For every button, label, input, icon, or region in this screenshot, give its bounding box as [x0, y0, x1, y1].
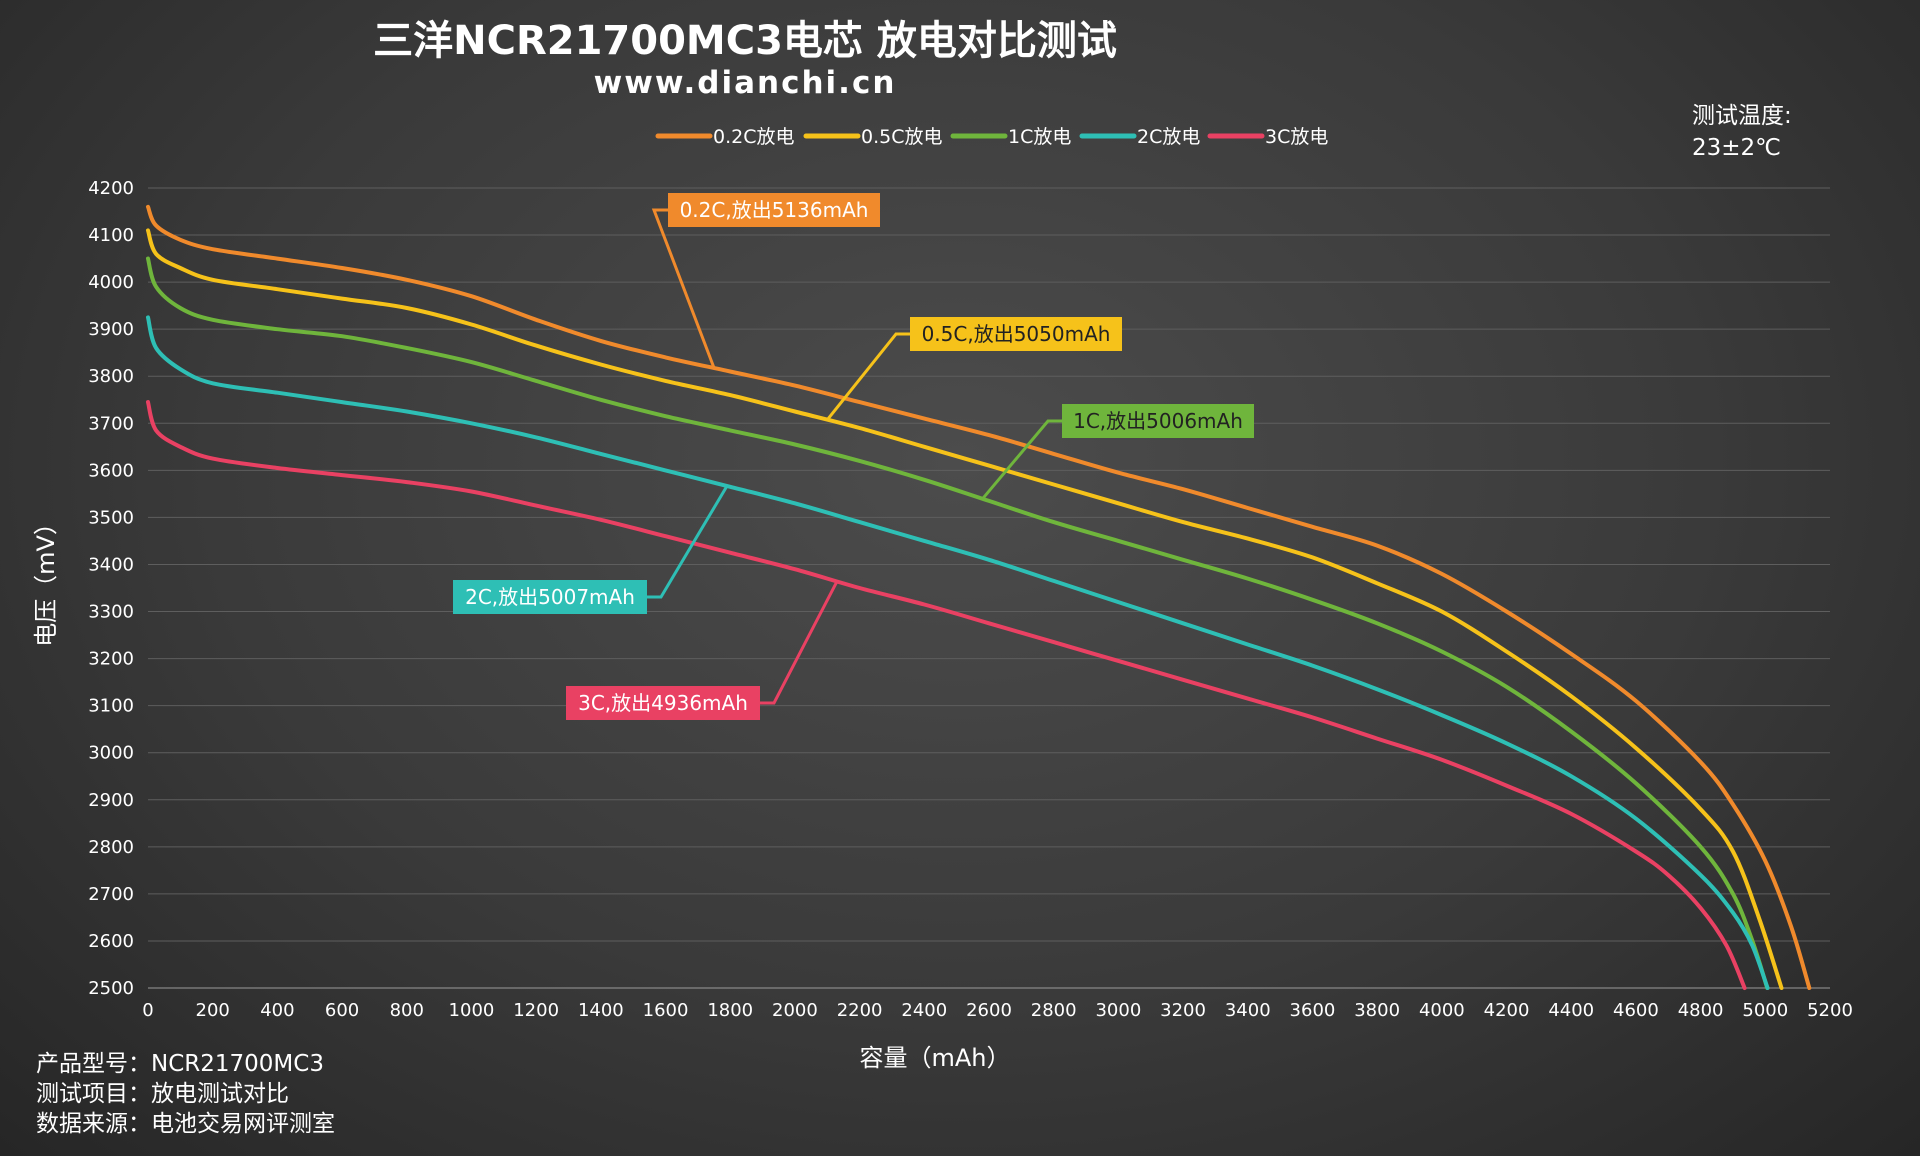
annotation-box — [453, 580, 647, 614]
annotation-leader — [647, 485, 729, 599]
x-tick-label: 2200 — [837, 1000, 883, 1021]
x-tick-label: 400 — [260, 1000, 294, 1021]
y-tick-label: 3700 — [88, 413, 134, 434]
y-tick-label: 3500 — [88, 507, 134, 528]
chart-title: 三洋NCR21700MC3电芯 放电对比测试 — [373, 18, 1117, 64]
x-tick-label: 2600 — [966, 1000, 1012, 1021]
x-tick-label: 3400 — [1225, 1000, 1271, 1021]
series-line-2 — [146, 256, 1770, 990]
x-tick-label: 2400 — [901, 1000, 947, 1021]
series-lines — [146, 204, 1812, 990]
x-tick-label: 1000 — [449, 1000, 495, 1021]
x-tick-label: 4400 — [1548, 1000, 1594, 1021]
x-tick-label: 3600 — [1290, 1000, 1336, 1021]
annotation-leader — [826, 332, 910, 421]
legend-label: 3C放电 — [1265, 126, 1328, 148]
x-tick-label: 4000 — [1419, 1000, 1465, 1021]
x-tick-label: 800 — [390, 1000, 424, 1021]
grid-lines — [148, 187, 1830, 989]
x-tick-label: 4200 — [1484, 1000, 1530, 1021]
y-tick-label: 3800 — [88, 366, 134, 387]
y-tick-label: 3300 — [88, 602, 134, 623]
temperature-label: 测试温度: — [1692, 103, 1792, 129]
y-tick-label: 2600 — [88, 931, 134, 952]
x-tick-label: 2000 — [772, 1000, 818, 1021]
y-tick-label: 3200 — [88, 649, 134, 670]
series-line-4 — [146, 400, 1747, 990]
series-line-0 — [146, 204, 1812, 990]
x-tick-label: 3000 — [1095, 1000, 1141, 1021]
y-tick-label: 4100 — [88, 225, 134, 246]
annotation-label: 2C,放出5007mAh — [465, 585, 635, 609]
y-tick-label: 3100 — [88, 696, 134, 717]
chart-subtitle: www.dianchi.cn — [594, 65, 897, 101]
info-source: 数据来源：电池交易网评测室 — [36, 1111, 335, 1137]
x-tick-label: 0 — [142, 1000, 153, 1021]
legend-label: 1C放电 — [1008, 126, 1071, 148]
annotation-box — [910, 317, 1122, 351]
x-tick-labels: 0 200 400 600 800 1000 1200 1400 1600 1800 2000 220… — [142, 1000, 1853, 1021]
y-tick-label: 2700 — [88, 884, 134, 905]
y-axis-label: 电压（mV） — [32, 511, 60, 647]
series-line-3 — [146, 315, 1770, 990]
annotation-box — [668, 193, 880, 227]
info-test-item: 测试项目：放电测试对比 — [36, 1081, 289, 1107]
annotation-box — [566, 686, 760, 720]
x-tick-label: 2800 — [1031, 1000, 1077, 1021]
annotation-label: 1C,放出5006mAh — [1073, 409, 1243, 433]
x-tick-label: 1200 — [513, 1000, 559, 1021]
legend-label: 0.5C放电 — [861, 126, 942, 148]
y-tick-label: 2500 — [88, 978, 134, 999]
legend: 0.2C放电 0.5C放电 1C放电 2C放电 3C放电 — [655, 126, 1328, 148]
annotation-label: 0.2C,放出5136mAh — [680, 198, 869, 222]
annotation-box — [1062, 404, 1254, 438]
x-tick-label: 1800 — [707, 1000, 753, 1021]
legend-label: 2C放电 — [1137, 126, 1200, 148]
y-tick-label: 3000 — [88, 743, 134, 764]
y-tick-label: 3900 — [88, 319, 134, 340]
y-tick-labels: 2500 2600 2700 2800 2900 3000 3100 3200 3300 3400… — [88, 178, 134, 999]
annotation-label: 0.5C,放出5050mAh — [922, 322, 1111, 346]
x-tick-label: 1600 — [643, 1000, 689, 1021]
series-line-1 — [146, 228, 1784, 990]
temperature-value: 23±2℃ — [1692, 135, 1781, 161]
x-tick-label: 4800 — [1678, 1000, 1724, 1021]
series-annotations: 0.2C,放出5136mAh 0.5C,放出5050mAh 1C,放出5006mAh… — [453, 193, 1254, 720]
x-axis-label: 容量（mAh） — [859, 1044, 1010, 1072]
annotation-leader — [651, 208, 716, 369]
y-tick-label: 3600 — [88, 460, 134, 481]
x-tick-label: 3800 — [1354, 1000, 1400, 1021]
legend-label: 0.2C放电 — [713, 126, 794, 148]
y-tick-label: 2800 — [88, 837, 134, 858]
y-tick-label: 4200 — [88, 178, 134, 199]
annotation-leader — [760, 580, 839, 705]
x-tick-label: 600 — [325, 1000, 359, 1021]
x-tick-label: 5000 — [1742, 1000, 1788, 1021]
info-model: 产品型号：NCR21700MC3 — [36, 1051, 324, 1077]
annotation-leader — [981, 419, 1062, 500]
x-tick-label: 5200 — [1807, 1000, 1853, 1021]
x-tick-label: 3200 — [1160, 1000, 1206, 1021]
annotation-label: 3C,放出4936mAh — [578, 691, 748, 715]
x-tick-label: 1400 — [578, 1000, 624, 1021]
y-tick-label: 4000 — [88, 272, 134, 293]
x-tick-label: 200 — [196, 1000, 230, 1021]
y-tick-label: 3400 — [88, 554, 134, 575]
x-tick-label: 4600 — [1613, 1000, 1659, 1021]
y-tick-label: 2900 — [88, 790, 134, 811]
